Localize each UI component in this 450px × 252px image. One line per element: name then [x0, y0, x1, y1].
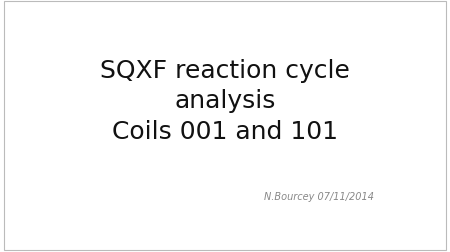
Text: SQXF reaction cycle
analysis
Coils 001 and 101: SQXF reaction cycle analysis Coils 001 a…: [100, 58, 350, 143]
Text: N.Bourcey 07/11/2014: N.Bourcey 07/11/2014: [265, 192, 374, 202]
